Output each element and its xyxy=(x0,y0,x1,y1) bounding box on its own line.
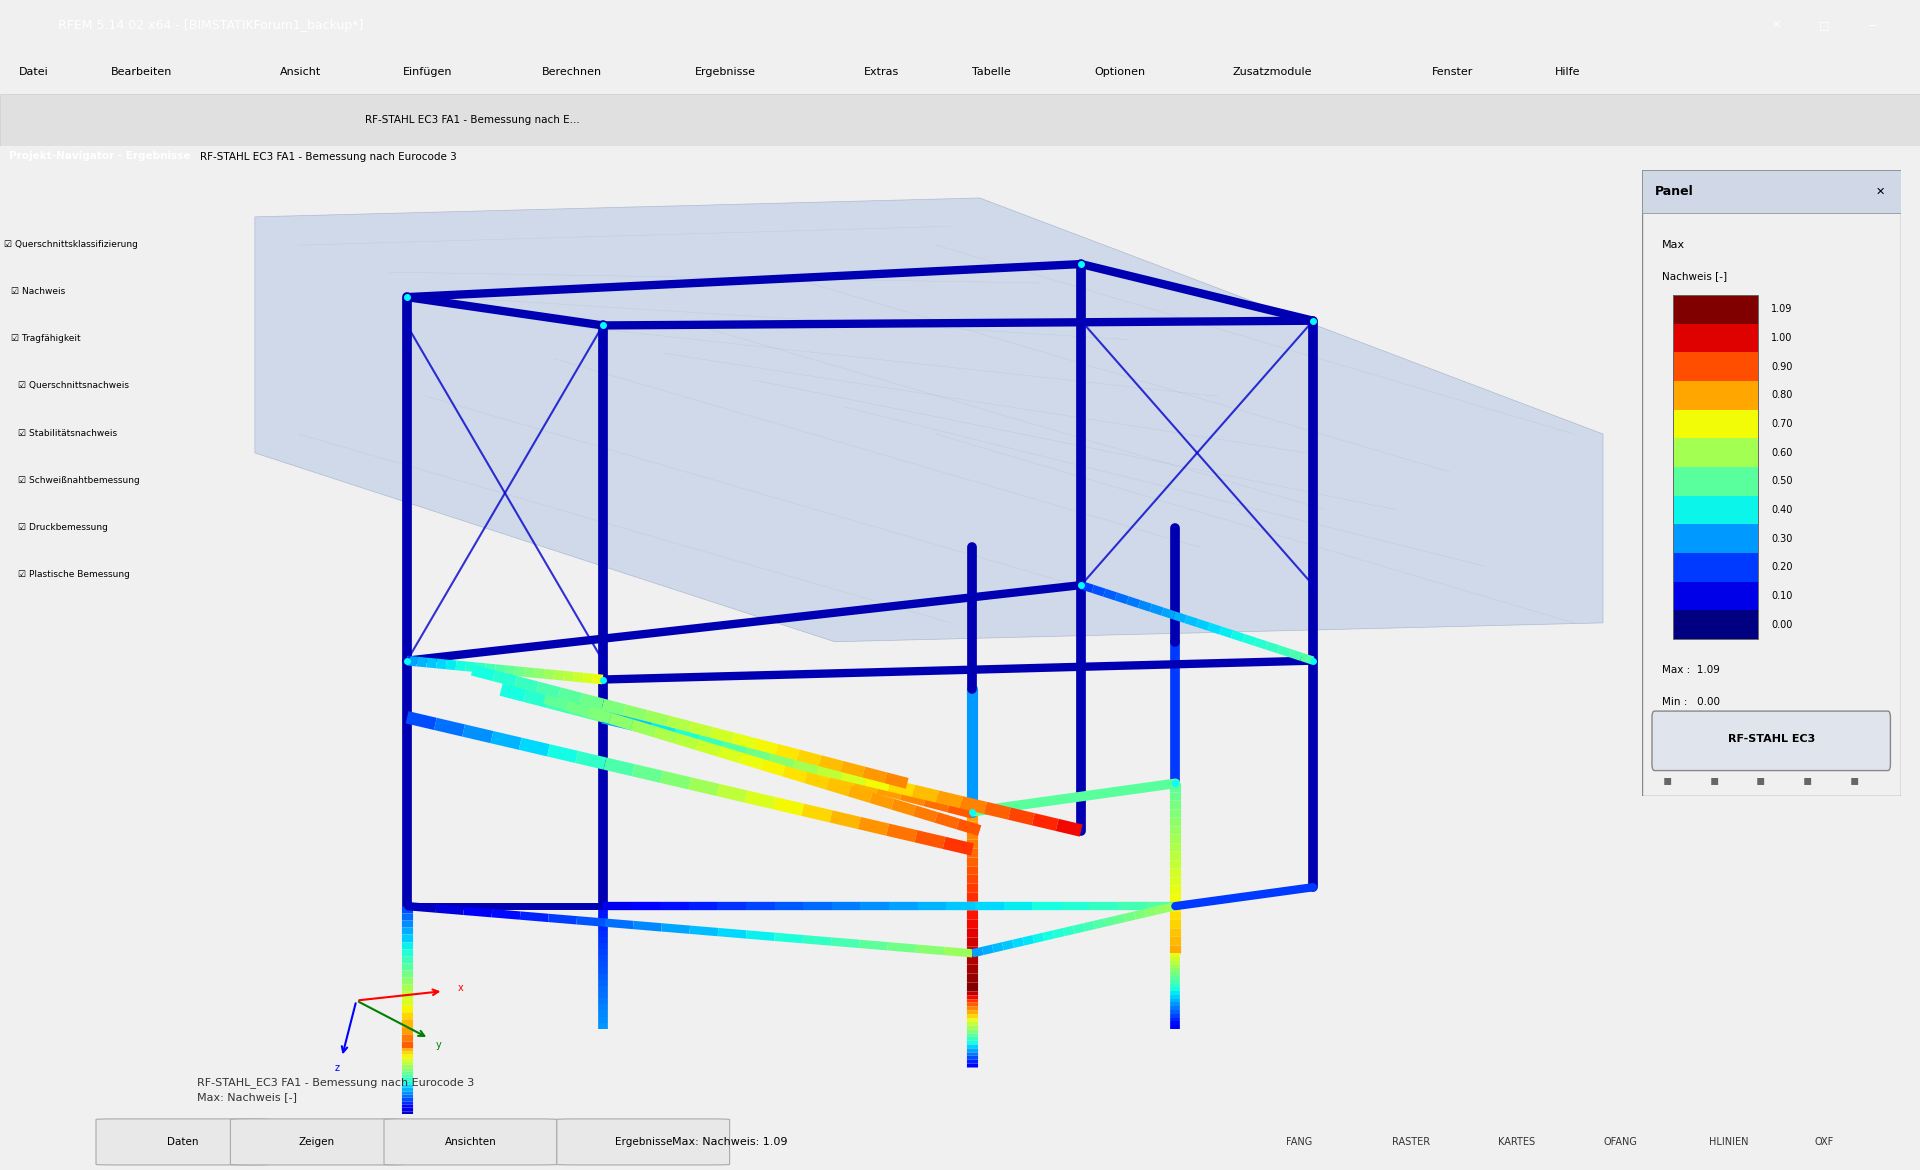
Text: RF-STAHL EC3: RF-STAHL EC3 xyxy=(1728,735,1814,744)
Text: 0.80: 0.80 xyxy=(1770,391,1793,400)
Text: Zusatzmodule: Zusatzmodule xyxy=(1233,67,1311,77)
Bar xyxy=(1672,352,1759,381)
Text: Max: Max xyxy=(1663,240,1686,249)
Text: 0.00: 0.00 xyxy=(1770,620,1793,629)
Bar xyxy=(1672,381,1759,410)
Text: x: x xyxy=(457,983,463,993)
Text: ─: ─ xyxy=(1868,20,1876,30)
Text: ☑ Tragfähigkeit: ☑ Tragfähigkeit xyxy=(12,335,81,343)
Text: Max :  1.09: Max : 1.09 xyxy=(1663,666,1720,675)
Bar xyxy=(1672,324,1759,352)
Text: KARTES: KARTES xyxy=(1498,1137,1534,1147)
Text: HLINIEN: HLINIEN xyxy=(1709,1137,1749,1147)
FancyBboxPatch shape xyxy=(1642,170,1901,213)
Text: Ansicht: Ansicht xyxy=(280,67,321,77)
Text: 0.60: 0.60 xyxy=(1770,448,1793,457)
Text: ☑ Querschnittsklassifizierung: ☑ Querschnittsklassifizierung xyxy=(4,240,138,248)
Text: ▪: ▪ xyxy=(1663,773,1672,787)
Text: Extras: Extras xyxy=(864,67,899,77)
FancyBboxPatch shape xyxy=(384,1119,557,1165)
Text: ✕: ✕ xyxy=(1772,20,1780,30)
Text: 0.20: 0.20 xyxy=(1770,563,1793,572)
Text: Ergebnisse: Ergebnisse xyxy=(614,1137,672,1147)
Text: 1.09: 1.09 xyxy=(1770,304,1793,315)
Polygon shape xyxy=(255,198,1603,641)
Text: OFANG: OFANG xyxy=(1603,1137,1638,1147)
Text: ✕: ✕ xyxy=(1876,186,1885,197)
Text: Min :   0.00: Min : 0.00 xyxy=(1663,696,1720,707)
Text: ☑ Druckbemessung: ☑ Druckbemessung xyxy=(19,523,108,532)
Text: ☑ Querschnittsnachweis: ☑ Querschnittsnachweis xyxy=(19,381,129,391)
FancyBboxPatch shape xyxy=(1651,711,1891,771)
Text: Projekt-Navigator - Ergebnisse: Projekt-Navigator - Ergebnisse xyxy=(10,151,190,160)
Bar xyxy=(1672,439,1759,467)
Text: RFEM 5.14.02 x64 - [BIMSTATIKForum1_backup*]: RFEM 5.14.02 x64 - [BIMSTATIKForum1_back… xyxy=(58,19,363,32)
Text: OXF: OXF xyxy=(1814,1137,1834,1147)
Bar xyxy=(1672,295,1759,324)
Text: Optionen: Optionen xyxy=(1094,67,1146,77)
Text: 0.10: 0.10 xyxy=(1770,591,1793,601)
Text: ▪: ▪ xyxy=(1849,773,1859,787)
Text: Ergebnisse: Ergebnisse xyxy=(695,67,756,77)
Text: FANG: FANG xyxy=(1286,1137,1313,1147)
Text: Daten: Daten xyxy=(167,1137,198,1147)
Text: 0.40: 0.40 xyxy=(1770,505,1793,515)
Text: ▪: ▪ xyxy=(1803,773,1812,787)
Text: Nachweis [-]: Nachweis [-] xyxy=(1663,271,1728,281)
Text: Max: Nachweis [-]: Max: Nachweis [-] xyxy=(198,1092,298,1102)
Text: ☑ Stabilitätsnachweis: ☑ Stabilitätsnachweis xyxy=(19,428,117,438)
Text: ☑ Plastische Bemessung: ☑ Plastische Bemessung xyxy=(19,571,131,579)
Text: ☑ Nachweis: ☑ Nachweis xyxy=(12,287,65,296)
Bar xyxy=(1672,467,1759,496)
Text: Fenster: Fenster xyxy=(1432,67,1475,77)
Text: Max: Nachweis: 1.09: Max: Nachweis: 1.09 xyxy=(672,1137,787,1147)
Text: Berechnen: Berechnen xyxy=(541,67,601,77)
Bar xyxy=(1672,524,1759,553)
Text: ☑ Schweißnahtbemessung: ☑ Schweißnahtbemessung xyxy=(19,476,140,484)
Bar xyxy=(1672,410,1759,439)
FancyBboxPatch shape xyxy=(96,1119,269,1165)
FancyBboxPatch shape xyxy=(1642,170,1901,796)
FancyBboxPatch shape xyxy=(230,1119,403,1165)
Bar xyxy=(1672,611,1759,639)
Text: Hilfe: Hilfe xyxy=(1555,67,1580,77)
Text: RASTER: RASTER xyxy=(1392,1137,1430,1147)
Text: Tabelle: Tabelle xyxy=(972,67,1010,77)
Bar xyxy=(1672,581,1759,611)
FancyBboxPatch shape xyxy=(557,1119,730,1165)
Text: RF-STAHL EC3 FA1 - Bemessung nach E...: RF-STAHL EC3 FA1 - Bemessung nach E... xyxy=(365,115,580,125)
Text: □: □ xyxy=(1818,20,1830,30)
Bar xyxy=(1672,553,1759,581)
Text: ▪: ▪ xyxy=(1757,773,1766,787)
Text: Ansichten: Ansichten xyxy=(445,1137,495,1147)
Bar xyxy=(1672,496,1759,524)
Text: 0.30: 0.30 xyxy=(1770,534,1793,544)
Text: Zeigen: Zeigen xyxy=(300,1137,334,1147)
Text: y: y xyxy=(436,1040,442,1049)
Text: 1.00: 1.00 xyxy=(1770,333,1793,343)
Text: Datei: Datei xyxy=(19,67,48,77)
Bar xyxy=(1672,295,1759,639)
Text: RF-STAHL_EC3 FA1 - Bemessung nach Eurocode 3: RF-STAHL_EC3 FA1 - Bemessung nach Euroco… xyxy=(198,1078,474,1088)
Text: 0.50: 0.50 xyxy=(1770,476,1793,487)
Text: z: z xyxy=(334,1064,340,1073)
Text: 0.70: 0.70 xyxy=(1770,419,1793,429)
Text: Bearbeiten: Bearbeiten xyxy=(111,67,173,77)
Text: Einfügen: Einfügen xyxy=(403,67,453,77)
Text: ▪: ▪ xyxy=(1709,773,1718,787)
Text: 0.90: 0.90 xyxy=(1770,362,1793,372)
Text: Panel: Panel xyxy=(1655,185,1693,198)
Text: RF-STAHL EC3 FA1 - Bemessung nach Eurocode 3: RF-STAHL EC3 FA1 - Bemessung nach Euroco… xyxy=(200,152,457,161)
